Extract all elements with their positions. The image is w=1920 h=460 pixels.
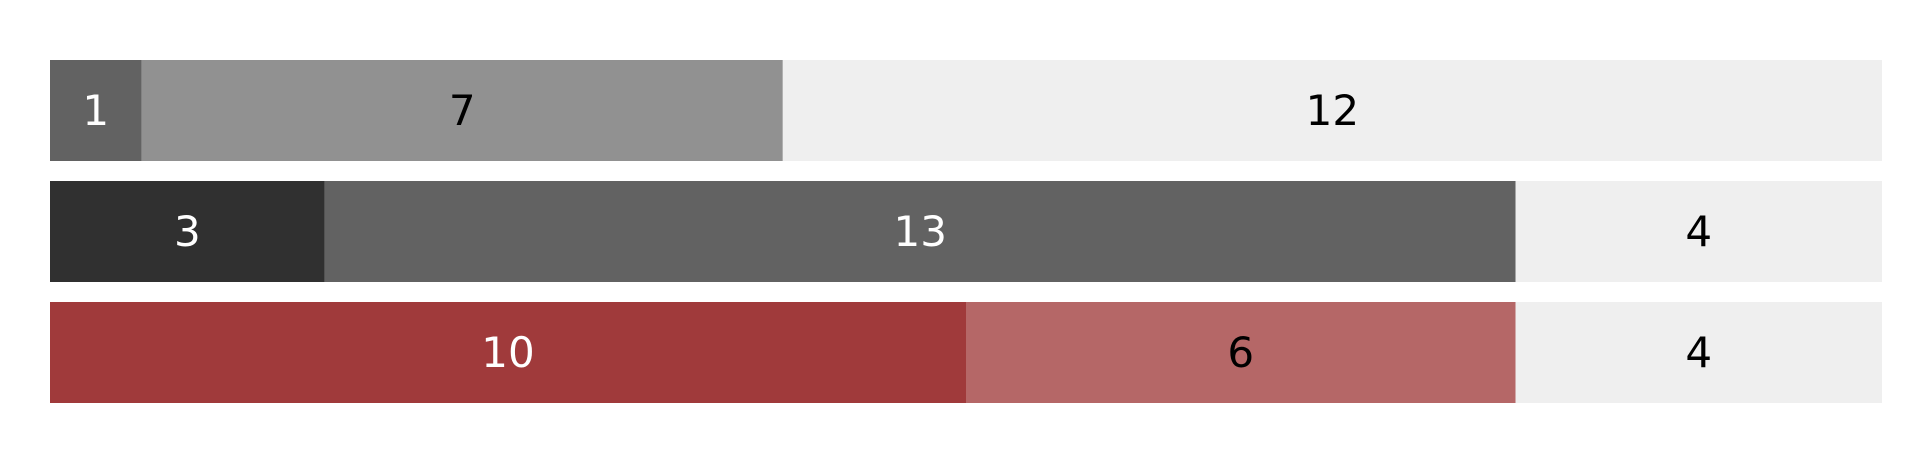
bar-segment-r3-s1 [50,302,966,403]
bar-segment-r2-s1 [50,181,325,282]
bar-segment-r3-s3 [1515,302,1882,403]
bar-row-1: 1 7 12 [50,60,1882,161]
bar-row-3: 10 6 4 [50,302,1882,403]
data-label-r1-s3: 12 [1306,86,1359,135]
data-label-r3-s2: 6 [1227,328,1254,377]
bar-segment-r2-s2 [324,181,1516,282]
bar-row-2: 3 13 4 [50,181,1882,282]
bar-segment-r1-s2 [141,60,783,161]
data-label-r2-s2: 13 [893,207,946,256]
data-label-r2-s3: 4 [1685,207,1712,256]
bar-segment-r2-s3 [1515,181,1882,282]
data-label-r1-s2: 7 [449,86,476,135]
data-label-r1-s1: 1 [82,86,109,135]
bar-segment-r3-s2 [966,302,1516,403]
data-label-r2-s1: 3 [174,207,201,256]
data-label-r3-s3: 4 [1685,328,1712,377]
data-label-r3-s1: 10 [481,328,534,377]
bar-segment-r1-s3 [782,60,1882,161]
bar-segment-r1-s1 [50,60,142,161]
